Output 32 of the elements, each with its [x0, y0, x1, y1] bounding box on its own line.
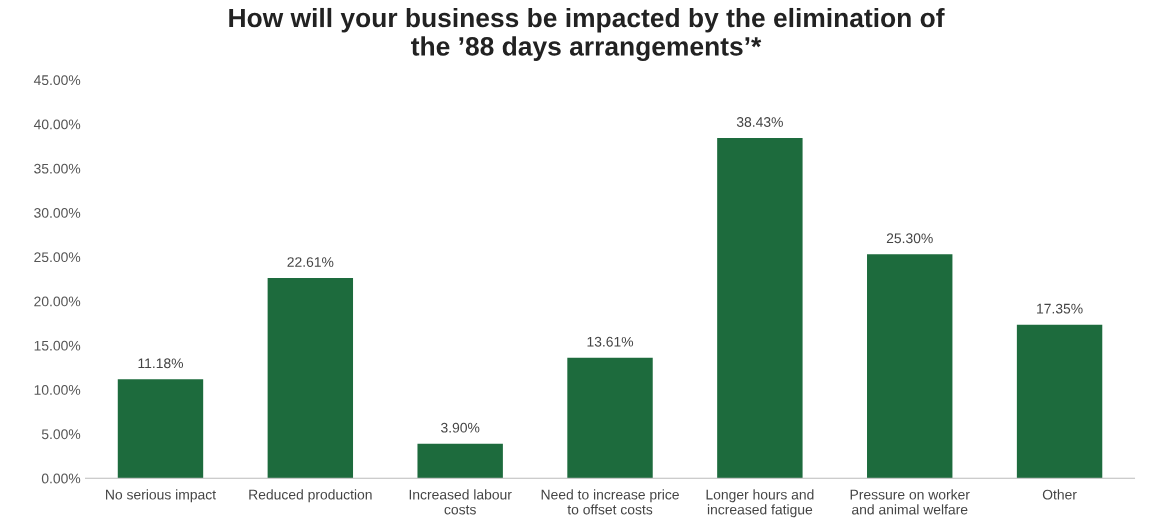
x-tick-label: Longer hours and increased fatigue: [706, 489, 814, 518]
y-tick-label: 20.00%: [34, 296, 81, 307]
bar: [417, 443, 503, 479]
x-tick-label: Pressure on worker and animal welfare: [850, 489, 970, 515]
bar: [867, 254, 953, 479]
y-tick-label: 5.00%: [41, 429, 81, 440]
data-label: 38.43%: [736, 117, 783, 127]
y-tick-label: 40.00%: [33, 119, 81, 130]
data-label: 17.35%: [1037, 303, 1083, 314]
x-tick-label: Increased labour costs: [409, 489, 512, 515]
y-tick-label: 10.00%: [34, 385, 81, 395]
x-tick-label: Other: [1042, 489, 1077, 500]
bar: [117, 379, 204, 479]
y-tick-label: 25.00%: [34, 252, 81, 263]
y-tick-label: 35.00%: [34, 163, 81, 174]
y-tick-label: 0.00%: [41, 473, 81, 484]
data-label: 22.61%: [287, 257, 334, 267]
x-tick-label: No serious impact: [106, 489, 216, 503]
y-tick-label: 15.00%: [34, 340, 81, 351]
bar: [717, 138, 803, 479]
data-label: 25.30%: [886, 233, 933, 244]
x-tick-label: Need to increase price to offset costs: [541, 489, 679, 515]
bar: [1016, 324, 1103, 479]
data-label: 3.90%: [441, 422, 480, 433]
y-tick-label: 30.00%: [34, 207, 81, 218]
y-tick-label: 45.00%: [33, 75, 81, 86]
x-tick-label: Reduced production: [249, 489, 372, 503]
bar: [567, 357, 653, 479]
data-label: 11.18%: [138, 358, 184, 369]
bar: [267, 278, 354, 479]
chart-title: How will your business be impacted by the elimination of the ’88 days arrangements’*: [229, 7, 945, 62]
data-label: 13.61%: [587, 336, 634, 347]
